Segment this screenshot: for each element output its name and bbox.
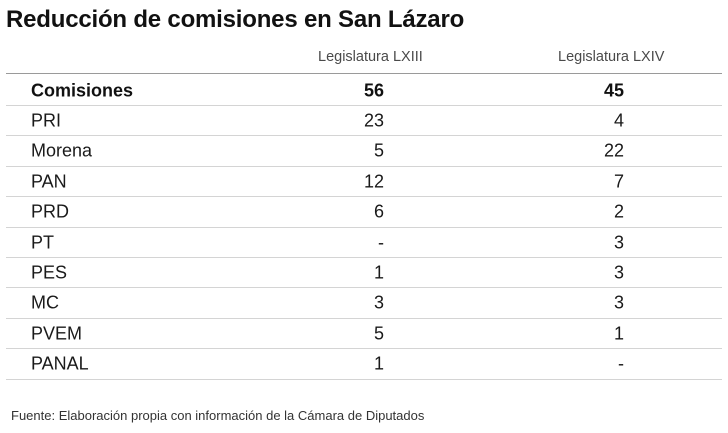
cell-value-lxiv: 3 bbox=[613, 262, 624, 283]
row-label: PAN bbox=[31, 171, 67, 192]
cell-value-lxiv: 3 bbox=[613, 292, 624, 313]
table-row-total: Comisiones 56 45 bbox=[6, 76, 722, 106]
cell-value-lxiii: 6 bbox=[373, 201, 384, 222]
table-row: PT - 3 bbox=[6, 228, 722, 258]
source-note: Fuente: Elaboración propia con informaci… bbox=[11, 408, 425, 423]
table-row: PVEM 5 1 bbox=[6, 319, 722, 350]
cell-value-lxiv: 4 bbox=[613, 110, 624, 131]
table-row: PES 1 3 bbox=[6, 258, 722, 289]
cell-value-lxiv: - bbox=[618, 353, 624, 374]
cell-value-lxiii: 3 bbox=[373, 292, 384, 313]
table-row: MC 3 3 bbox=[6, 289, 722, 319]
row-label: Morena bbox=[31, 140, 93, 161]
cell-value-lxiii: 56 bbox=[363, 80, 384, 100]
table-row: PAN 12 7 bbox=[6, 167, 722, 198]
column-header-lxiv: Legislatura LXIV bbox=[558, 49, 665, 65]
table-row: Morena 5 22 bbox=[6, 137, 722, 167]
cell-value-lxiii: 1 bbox=[373, 262, 384, 283]
row-label: PVEM bbox=[31, 323, 83, 344]
table-row: PRI 23 4 bbox=[6, 106, 722, 137]
cell-value-lxiii: 23 bbox=[363, 110, 384, 131]
cell-value-lxiii: 1 bbox=[373, 353, 384, 374]
cell-value-lxiv: 1 bbox=[613, 323, 624, 344]
cell-value-lxiv: 7 bbox=[613, 171, 624, 192]
row-label: PRD bbox=[31, 201, 70, 222]
header-divider bbox=[6, 73, 722, 74]
cell-value-lxiii: - bbox=[378, 232, 384, 252]
row-label: Comisiones bbox=[31, 80, 134, 100]
column-header-lxiii: Legislatura LXIII bbox=[318, 49, 423, 65]
table-row: PANAL 1 - bbox=[6, 350, 722, 380]
row-label: PES bbox=[31, 262, 68, 283]
cell-value-lxiii: 12 bbox=[363, 171, 384, 192]
chart-title: Reducción de comisiones en San Lázaro bbox=[6, 6, 465, 33]
cell-value-lxiv: 2 bbox=[613, 201, 624, 222]
row-label: PT bbox=[31, 232, 55, 252]
cell-value-lxiii: 5 bbox=[373, 140, 384, 161]
table-row: PRD 6 2 bbox=[6, 198, 722, 228]
row-label: PANAL bbox=[31, 353, 89, 374]
row-label: PRI bbox=[31, 110, 62, 131]
cell-value-lxiv: 45 bbox=[603, 80, 624, 100]
cell-value-lxiv: 3 bbox=[613, 232, 624, 252]
cell-value-lxiv: 22 bbox=[603, 140, 624, 161]
row-label: MC bbox=[31, 292, 59, 313]
cell-value-lxiii: 5 bbox=[373, 323, 384, 344]
